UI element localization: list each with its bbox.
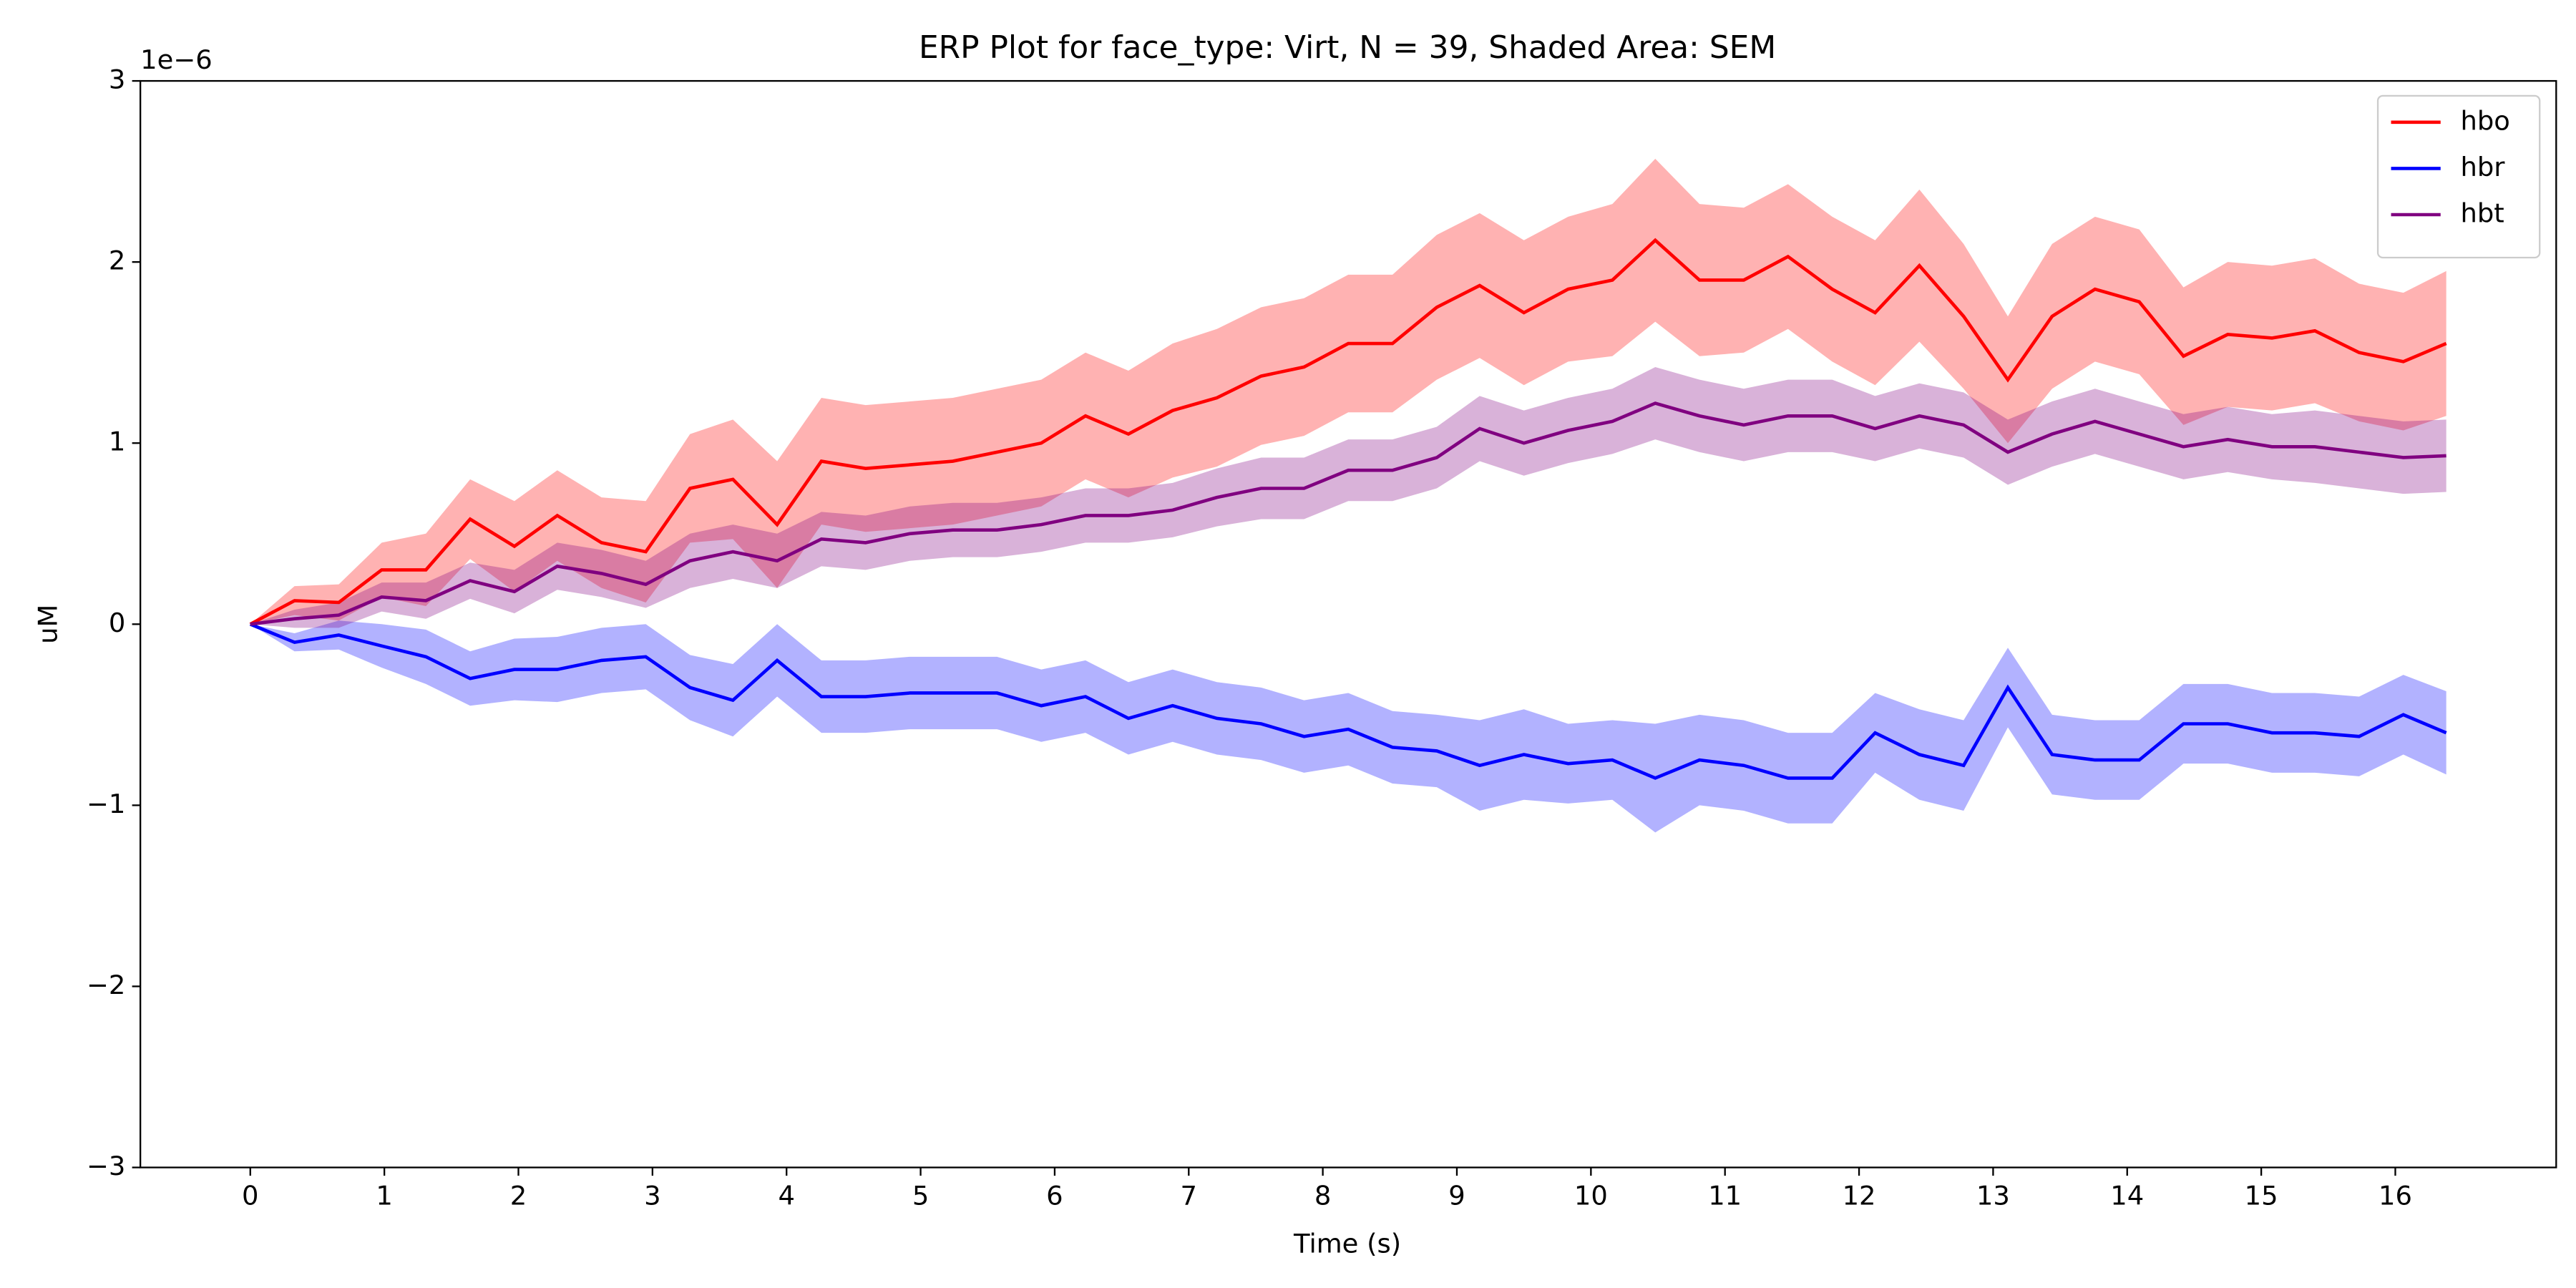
x-tick-label: 2 (510, 1181, 527, 1211)
x-tick-label: 1 (376, 1181, 392, 1211)
y-tick-label: 2 (109, 245, 125, 276)
legend-label: hbo (2460, 105, 2509, 136)
x-tick-label: 13 (1976, 1181, 2010, 1211)
line (249, 238, 2447, 626)
x-tick-label: 5 (912, 1181, 929, 1211)
x-axis-label: Time (s) (1293, 1229, 1401, 1259)
y-tick-label: −2 (87, 970, 125, 1000)
y-tick-label: −3 (87, 1151, 125, 1181)
sem-band (250, 158, 2446, 625)
y-tick-label: −1 (87, 789, 125, 819)
legend-label: hbt (2460, 198, 2504, 229)
x-tick-label: 8 (1314, 1181, 1331, 1211)
y-tick-label: 3 (109, 64, 125, 95)
sem-band (250, 620, 2446, 833)
y-axis-label: uM (33, 605, 64, 644)
x-tick-label: 16 (2379, 1181, 2412, 1211)
y-tick-label: 0 (109, 608, 125, 638)
legend-label: hbr (2460, 152, 2505, 182)
plot-frame (140, 79, 2557, 1169)
line (250, 401, 2446, 626)
x-tick-label: 12 (1843, 1181, 1876, 1211)
y-offset-label: 1e−6 (140, 44, 213, 75)
line (249, 623, 2447, 780)
x-tick-label: 0 (242, 1181, 258, 1211)
x-tick-label: 15 (2245, 1181, 2278, 1211)
x-tick-label: 3 (644, 1181, 660, 1211)
sem-band (250, 366, 2446, 628)
x-tick-label: 7 (1181, 1181, 1197, 1211)
x-tick-label: 14 (2110, 1181, 2144, 1211)
x-tick-label: 6 (1046, 1181, 1063, 1211)
x-tick-label: 9 (1448, 1181, 1465, 1211)
x-tick-label: 4 (778, 1181, 794, 1211)
y-tick-label: 1 (109, 426, 125, 457)
x-tick-label: 11 (1708, 1181, 1742, 1211)
chart-title: ERP Plot for face_type: Virt, N = 39, Sh… (919, 29, 1776, 66)
legend-box (2376, 94, 2541, 259)
x-tick-label: 10 (1574, 1181, 1608, 1211)
